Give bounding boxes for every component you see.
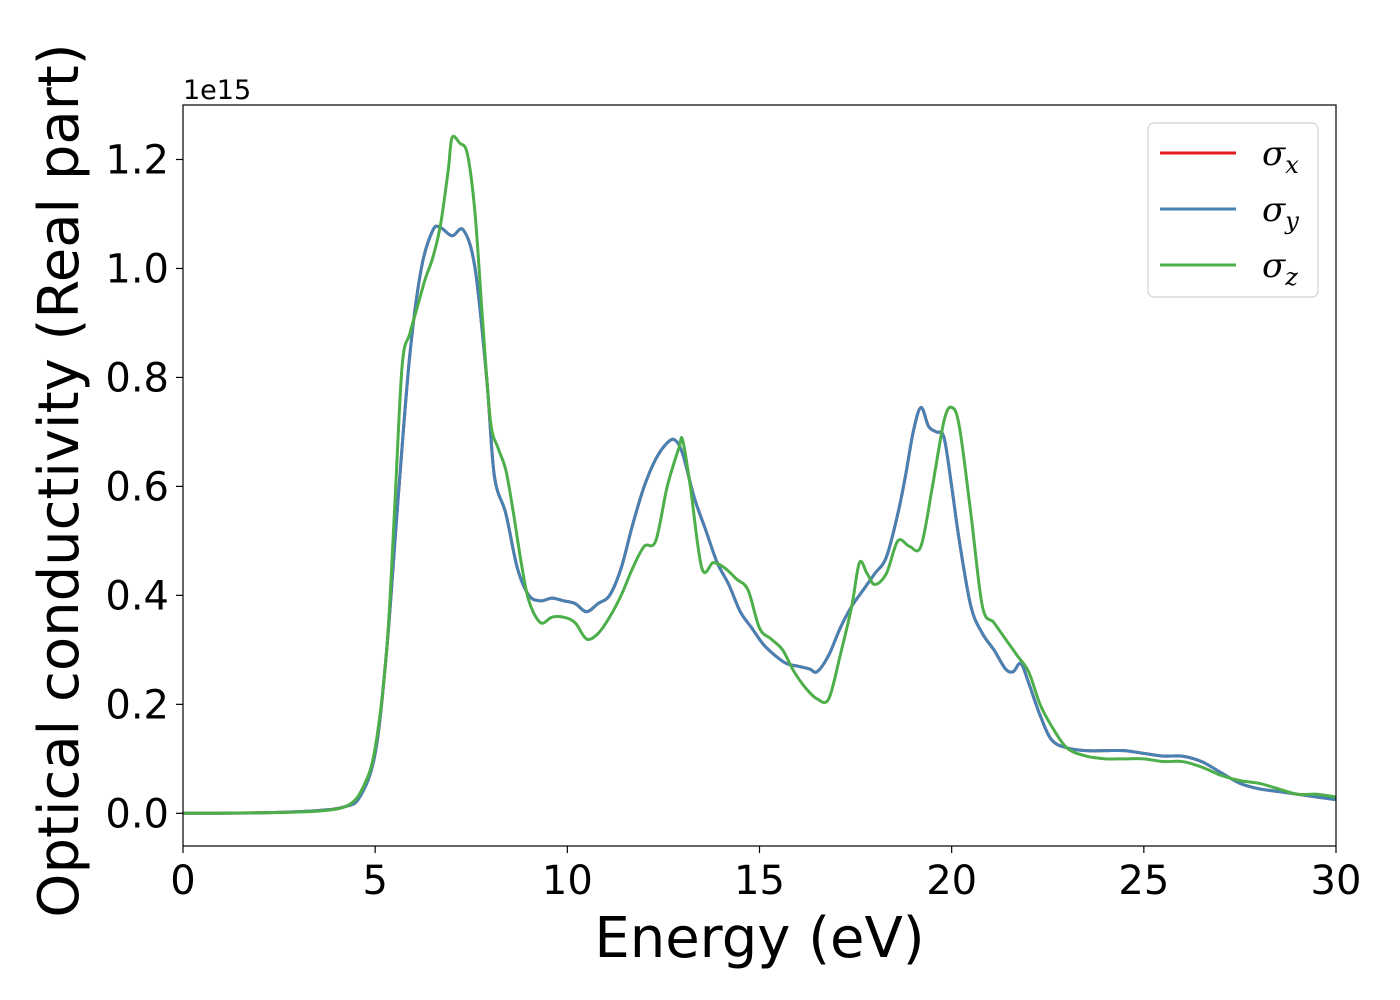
x-tick-label: 5 xyxy=(362,858,387,904)
legend: σx σy σz xyxy=(1147,122,1319,298)
y-tick-label: 0.8 xyxy=(105,355,169,401)
x-tick-label: 30 xyxy=(1311,858,1362,904)
y-tick-label: 0.2 xyxy=(105,682,169,728)
x-tick-label: 0 xyxy=(170,858,195,904)
x-tick-label: 10 xyxy=(542,858,593,904)
x-axis-ticks: 0 5 10 15 20 25 30 xyxy=(170,846,1361,904)
series-line-z xyxy=(183,134,1336,815)
legend-label-y: σy xyxy=(1262,190,1299,235)
series-layer xyxy=(183,134,1336,815)
y-tick-label: 0.0 xyxy=(105,791,169,837)
x-tick-label: 15 xyxy=(734,858,785,904)
y-tick-label: 1.0 xyxy=(105,246,169,292)
x-tick-label: 25 xyxy=(1118,858,1169,904)
legend-label-x: σx xyxy=(1262,134,1299,179)
y-tick-label: 0.4 xyxy=(105,573,169,619)
y-axis-offset-label: 1e15 xyxy=(183,75,251,106)
y-tick-label: 0.6 xyxy=(105,464,169,510)
y-tick-label: 1.2 xyxy=(105,137,169,183)
y-axis-ticks: 0.0 0.2 0.4 0.6 0.8 1.0 1.2 xyxy=(105,137,183,837)
legend-label-z: σz xyxy=(1262,246,1298,291)
y-axis-label: Optical conductivity (Real part) xyxy=(27,43,92,917)
series-line-y xyxy=(183,224,1336,815)
x-tick-label: 20 xyxy=(926,858,977,904)
x-axis-label: Energy (eV) xyxy=(594,906,924,971)
